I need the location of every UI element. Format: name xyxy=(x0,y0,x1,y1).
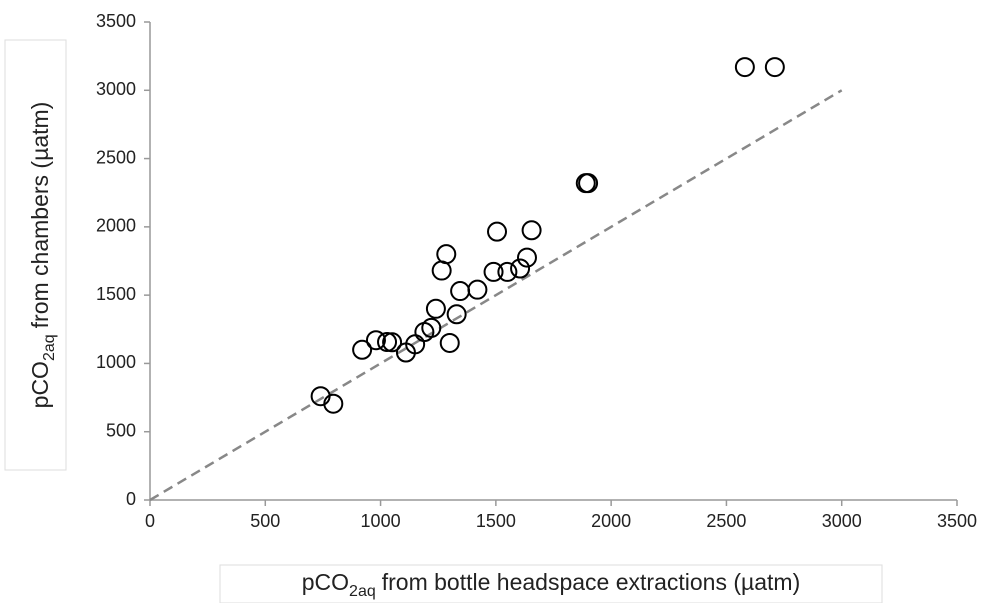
y-label-suffix: from chambers (µatm) xyxy=(27,102,53,329)
x-label-subscript: 2aq xyxy=(349,583,376,600)
x-tick-label: 3500 xyxy=(937,511,977,531)
point xyxy=(521,220,542,241)
y-tick-label: 0 xyxy=(126,489,136,509)
point xyxy=(483,261,504,282)
point xyxy=(450,281,471,302)
y-tick-label: 1500 xyxy=(96,284,136,304)
point xyxy=(764,57,785,78)
point xyxy=(510,258,531,279)
y-tick-label: 2500 xyxy=(96,147,136,167)
x-tick-label: 1000 xyxy=(361,511,401,531)
point xyxy=(377,331,398,352)
y-tick-label: 2000 xyxy=(96,216,136,236)
y-label-box xyxy=(4,39,67,471)
x-tick-label: 3000 xyxy=(822,511,862,531)
point xyxy=(425,298,446,319)
point xyxy=(516,247,537,268)
point xyxy=(431,260,452,281)
x-label-suffix: from bottle headspace extractions (µatm) xyxy=(382,569,801,595)
point xyxy=(352,339,373,360)
y-label-subscript: 2aq xyxy=(41,334,58,361)
point xyxy=(487,221,508,242)
y-tick-label: 3000 xyxy=(96,79,136,99)
x-tick-label: 1500 xyxy=(476,511,516,531)
x-label-box xyxy=(219,564,883,603)
x-tick-label: 2000 xyxy=(591,511,631,531)
point xyxy=(323,393,344,414)
point xyxy=(439,332,460,353)
x-label-prefix: pCO xyxy=(302,569,349,595)
point xyxy=(365,330,386,351)
point xyxy=(578,173,599,194)
y-tick-label: 1000 xyxy=(96,352,136,372)
x-tick-label: 0 xyxy=(145,511,155,531)
point xyxy=(467,279,488,300)
y-axis-label: pCO2aq from chambers (µatm) xyxy=(27,102,58,409)
y-label-prefix: pCO xyxy=(27,361,53,408)
x-axis-label: pCO2aq from bottle headspace extractions … xyxy=(302,569,801,600)
point xyxy=(421,317,442,338)
reference-line xyxy=(149,89,843,502)
point xyxy=(446,304,467,325)
point xyxy=(382,332,403,353)
y-tick-label: 500 xyxy=(106,420,136,440)
x-tick-label: 500 xyxy=(250,511,280,531)
x-tick-label: 2500 xyxy=(706,511,746,531)
point xyxy=(734,57,755,78)
point xyxy=(497,261,518,282)
point xyxy=(436,244,457,265)
y-tick-label: 3500 xyxy=(96,11,136,31)
